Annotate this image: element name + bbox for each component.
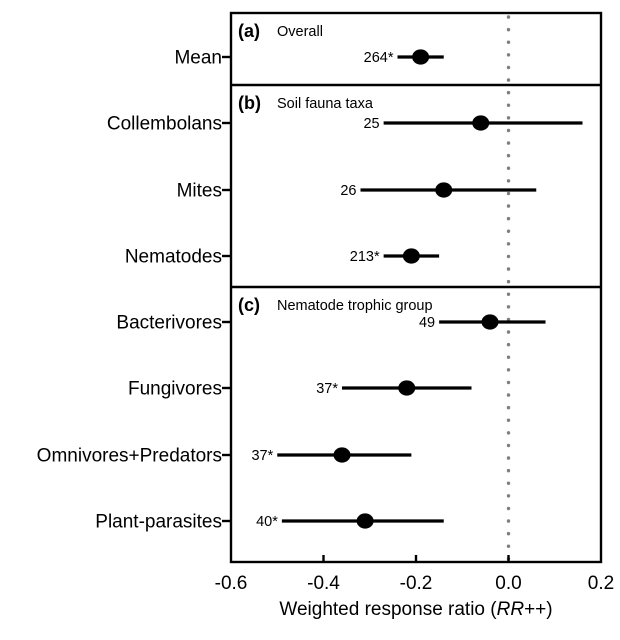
sample-size-label-mean: 264*: [364, 50, 394, 66]
x-axis-title-prefix: Weighted response ratio (: [279, 599, 497, 620]
panel-title-nematode-trophic-group: Nematode trophic group: [277, 298, 433, 314]
category-label-nematodes: Nematodes: [125, 247, 222, 268]
point-estimate-plant-parasites: [356, 513, 374, 529]
category-label-bacterivores: Bacterivores: [116, 313, 222, 334]
point-estimate-mites: [435, 182, 453, 198]
panel-label-b: (b): [238, 93, 261, 113]
sample-size-label-bacterivores: 49: [419, 315, 435, 331]
sample-size-label-nematodes: 213*: [350, 249, 380, 265]
sample-size-label-fungivores: 37*: [316, 381, 338, 397]
panel-label-c: (c): [238, 295, 260, 315]
category-label-mites: Mites: [177, 181, 222, 202]
category-label-plant-parasites: Plant-parasites: [95, 512, 222, 533]
sample-size-label-omnivores-predators: 37*: [251, 448, 273, 464]
x-tick-label: -0.4: [307, 573, 340, 594]
point-estimate-omnivores-predators: [333, 447, 351, 463]
x-axis-title-suffix: ++): [524, 599, 553, 620]
category-label-fungivores: Fungivores: [128, 379, 222, 400]
point-estimate-fungivores: [398, 380, 416, 396]
panel-title-overall: Overall: [277, 24, 323, 40]
panel-title-soil-fauna-taxa: Soil fauna taxa: [277, 96, 374, 112]
category-label-mean: Mean: [174, 48, 222, 69]
sample-size-label-plant-parasites: 40*: [256, 514, 278, 530]
x-axis-title: Weighted response ratio (RR++): [279, 599, 552, 620]
x-axis-title-italic: RR: [497, 599, 525, 620]
x-tick-label: -0.6: [215, 573, 248, 594]
panel-label-a: (a): [238, 21, 260, 41]
x-tick-label: -0.2: [400, 573, 433, 594]
point-estimate-bacterivores: [481, 314, 499, 330]
sample-size-label-collembolans: 25: [363, 116, 379, 132]
category-label-collembolans: Collembolans: [107, 114, 222, 135]
point-estimate-nematodes: [402, 248, 420, 264]
point-estimate-mean: [412, 49, 430, 65]
x-tick-label: 0.0: [495, 573, 521, 594]
sample-size-label-mites: 26: [340, 183, 356, 199]
category-label-omnivores-predators: Omnivores+Predators: [37, 446, 222, 467]
x-tick-label: 0.2: [588, 573, 614, 594]
point-estimate-collembolans: [472, 115, 490, 131]
